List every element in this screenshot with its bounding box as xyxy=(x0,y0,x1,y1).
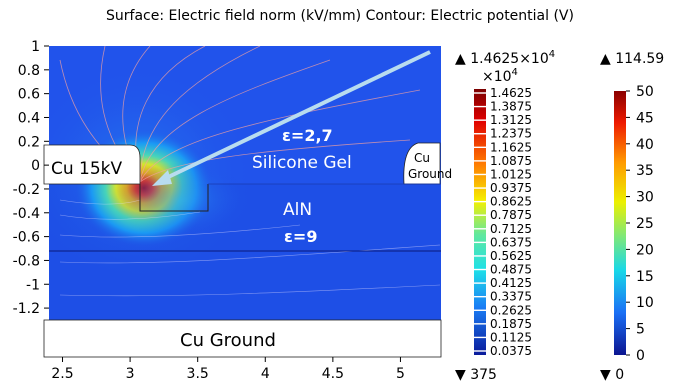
y-tick-label: 0.6 xyxy=(18,87,40,103)
field-colorbar-tick-label: 0.0375 xyxy=(490,344,532,358)
potential-max-label: ▲ 114.59 xyxy=(600,51,664,67)
x-tick-label: 3.5 xyxy=(187,366,209,382)
potential-colorbar-tick-label: 35 xyxy=(636,163,654,179)
potential-colorbar-tick-label: 10 xyxy=(636,295,654,311)
y-tick-label: 1 xyxy=(31,39,40,55)
field-colorbar-tick-label: 1.1625 xyxy=(490,140,532,154)
field-colorbar-tick-label: 0.1875 xyxy=(490,317,532,331)
y-tick-label: -1.2 xyxy=(13,301,40,317)
label-silicone-gel: Silicone Gel xyxy=(252,153,352,173)
y-tick-label: -0.2 xyxy=(13,182,40,198)
field-colorbar-tick-label: 0.6375 xyxy=(490,235,532,249)
potential-colorbar xyxy=(614,91,626,355)
potential-colorbar-tick-label: 30 xyxy=(636,190,654,206)
label-cu-ground-top-2: Ground xyxy=(408,167,452,181)
field-colorbar-tick-label: 0.7125 xyxy=(490,222,532,236)
x-tick-label: 4.5 xyxy=(322,366,344,382)
field-colorbar-tick-label: 1.3875 xyxy=(490,100,532,114)
y-tick-label: 0.2 xyxy=(18,134,40,150)
potential-colorbar-tick-label: 15 xyxy=(636,269,654,285)
label-eps-aln: ε=9 xyxy=(284,227,317,246)
potential-colorbar-tick-label: 25 xyxy=(636,216,654,232)
label-cu-ground-bottom: Cu Ground xyxy=(180,330,276,351)
y-tick-label: -0.8 xyxy=(13,253,40,269)
label-cu-15kv: Cu 15kV xyxy=(51,159,123,179)
x-tick-label: 4 xyxy=(261,366,270,382)
annotation-arrow xyxy=(161,50,431,182)
x-tick-label: 3 xyxy=(126,366,135,382)
field-colorbar xyxy=(474,89,486,355)
field-colorbar-tick-label: 0.8625 xyxy=(490,195,532,209)
potential-colorbar-tick-label: 20 xyxy=(636,242,654,258)
field-colorbar-tick-label: 1.2375 xyxy=(490,127,532,141)
field-colorbar-tick-label: 0.4875 xyxy=(490,263,532,277)
field-colorbar-tick-label: 1.4625 xyxy=(490,86,532,100)
field-colorbar-tick-label: 1.3125 xyxy=(490,113,532,127)
potential-colorbar-tick-label: 5 xyxy=(636,322,645,338)
cu-ground-bottom-electrode xyxy=(43,319,442,358)
label-cu-ground-top-1: Cu xyxy=(414,151,430,165)
y-tick-label: 0.8 xyxy=(18,63,40,79)
potential-colorbar-tick-label: 0 xyxy=(636,348,645,364)
potential-colorbar-tick-label: 50 xyxy=(636,84,654,100)
y-tick-label: 0.4 xyxy=(18,110,40,126)
y-axis: 1 0.8 0.6 0.4 0.2 0 -0.2 -0.4 -0.6 -0.8 -1 -1.2 xyxy=(13,39,49,317)
x-tick-label: 2.5 xyxy=(51,366,73,382)
label-eps-gel: ε=2,7 xyxy=(282,126,333,145)
plot-title: Surface: Electric field norm (kV/mm) Con… xyxy=(106,8,574,24)
field-colorbar-tick-label: 0.3375 xyxy=(490,290,532,304)
field-colorbar-tick-label: 1.0875 xyxy=(490,154,532,168)
y-tick-label: -1 xyxy=(26,277,40,293)
field-colorbar-tick-label: 0.4125 xyxy=(490,276,532,290)
y-tick-label: -0.4 xyxy=(13,206,40,222)
y-tick-label: 0 xyxy=(31,158,40,174)
field-colorbar-tick-label: 0.5625 xyxy=(490,249,532,263)
field-colorbar-tick-label: 0.2625 xyxy=(490,303,532,317)
field-min-label: ▼ 375 xyxy=(455,367,497,382)
potential-colorbar-tick-label: 40 xyxy=(636,137,654,153)
y-tick-label: -0.6 xyxy=(13,230,40,246)
field-colorbar-tick-label: 0.7875 xyxy=(490,208,532,222)
field-colorbar-ticks: 1.46251.38751.31251.23751.16251.08751.01… xyxy=(474,86,532,358)
potential-min-label: ▼ 0 xyxy=(600,367,624,382)
field-multiplier-label: ×104 xyxy=(482,67,518,85)
cu-15kv-electrode xyxy=(43,144,141,185)
x-axis: 2.5 3 3.5 4 4.5 5 xyxy=(51,357,405,382)
field-colorbar-tick-label: 0.9375 xyxy=(490,181,532,195)
label-aln: AlN xyxy=(283,200,312,220)
potential-colorbar-tick-label: 45 xyxy=(636,110,654,126)
field-max-label: ▲ 1.4625×104 xyxy=(455,49,555,67)
field-colorbar-tick-label: 0.1125 xyxy=(490,330,532,344)
x-tick-label: 5 xyxy=(396,366,405,382)
field-colorbar-tick-label: 1.0125 xyxy=(490,167,532,181)
